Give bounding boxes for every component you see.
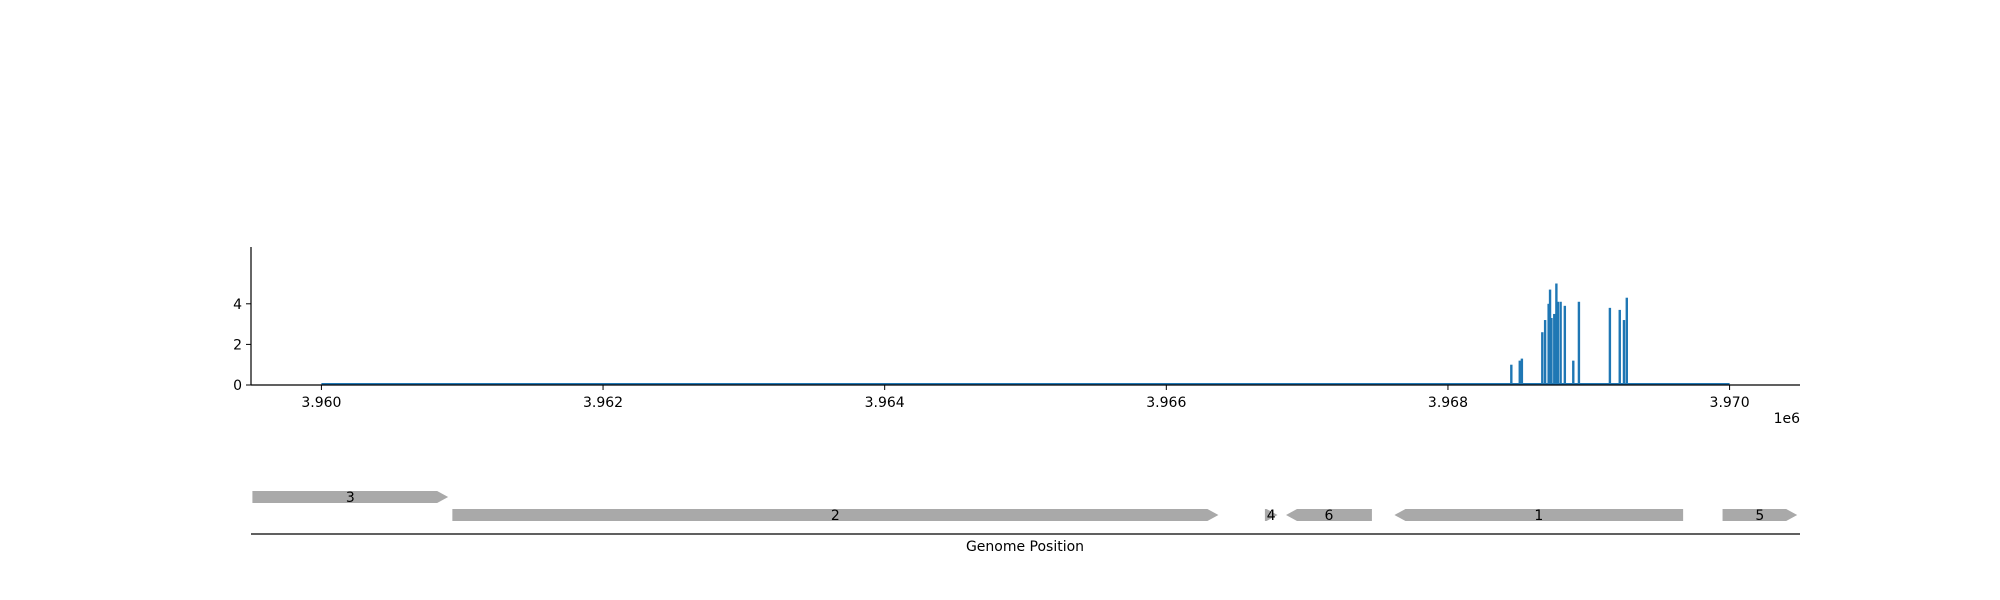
coverage-plot: 3.960 3.962 3.964 3.966 3.968 3.970 0 2 4 1e6: [233, 247, 1800, 427]
gene-arrow: [252, 491, 449, 503]
gene-arrows: 3 2 4 6 1 5: [252, 490, 1798, 524]
gene-track-xlabel: Genome Position: [966, 539, 1084, 555]
x-offset-label: 1e6: [1774, 411, 1801, 427]
x-tick-label: 3.962: [583, 395, 623, 411]
coverage-bar: [1543, 320, 1547, 385]
x-axis-ticks: 3.960 3.962 3.964 3.966 3.968 3.970: [301, 385, 1750, 411]
coverage-bar: [1577, 301, 1581, 385]
x-tick-label: 3.960: [301, 395, 341, 411]
coverage-bar: [1556, 301, 1559, 385]
y-tick-label: 0: [233, 378, 242, 394]
gene-label: 4: [1267, 508, 1276, 524]
gene-arrow: [1394, 509, 1684, 521]
gene-label: 6: [1325, 508, 1334, 524]
gene-track: 3 2 4 6 1 5 Genome Position: [251, 490, 1800, 555]
gene-arrow: [1722, 509, 1798, 521]
x-tick-label: 3.968: [1428, 395, 1468, 411]
gene-label: 3: [346, 490, 355, 506]
coverage-bar: [1625, 297, 1628, 385]
coverage-bar: [1548, 289, 1552, 385]
gene-label: 1: [1534, 508, 1543, 524]
coverage-bar: [1618, 309, 1621, 385]
coverage-bar: [1550, 318, 1553, 385]
x-tick-label: 3.966: [1146, 395, 1186, 411]
coverage-bar: [1520, 358, 1524, 385]
coverage-bar: [1518, 360, 1521, 385]
x-tick-label: 3.970: [1710, 395, 1750, 411]
coverage-bar: [1622, 320, 1626, 385]
coverage-bar: [1608, 307, 1612, 385]
gene-arrow: [452, 509, 1219, 521]
gene-label: 2: [831, 508, 840, 524]
x-tick-label: 3.964: [865, 395, 905, 411]
coverage-bar: [1541, 332, 1544, 385]
coverage-bar: [1559, 301, 1562, 385]
coverage-bar: [1553, 313, 1556, 385]
gene-arrow: [1286, 509, 1372, 521]
y-tick-label: 4: [233, 297, 242, 313]
coverage-bar: [1572, 360, 1575, 385]
coverage-bar: [1555, 283, 1558, 385]
y-tick-label: 2: [233, 337, 242, 353]
coverage-bars: [1510, 283, 1628, 385]
coverage-bar: [1510, 364, 1513, 385]
gene-arrow: [1264, 509, 1278, 521]
coverage-bar: [1547, 303, 1550, 385]
coverage-bar: [1563, 305, 1567, 385]
gene-label: 5: [1755, 508, 1764, 524]
y-axis-ticks: 0 2 4: [233, 297, 251, 394]
